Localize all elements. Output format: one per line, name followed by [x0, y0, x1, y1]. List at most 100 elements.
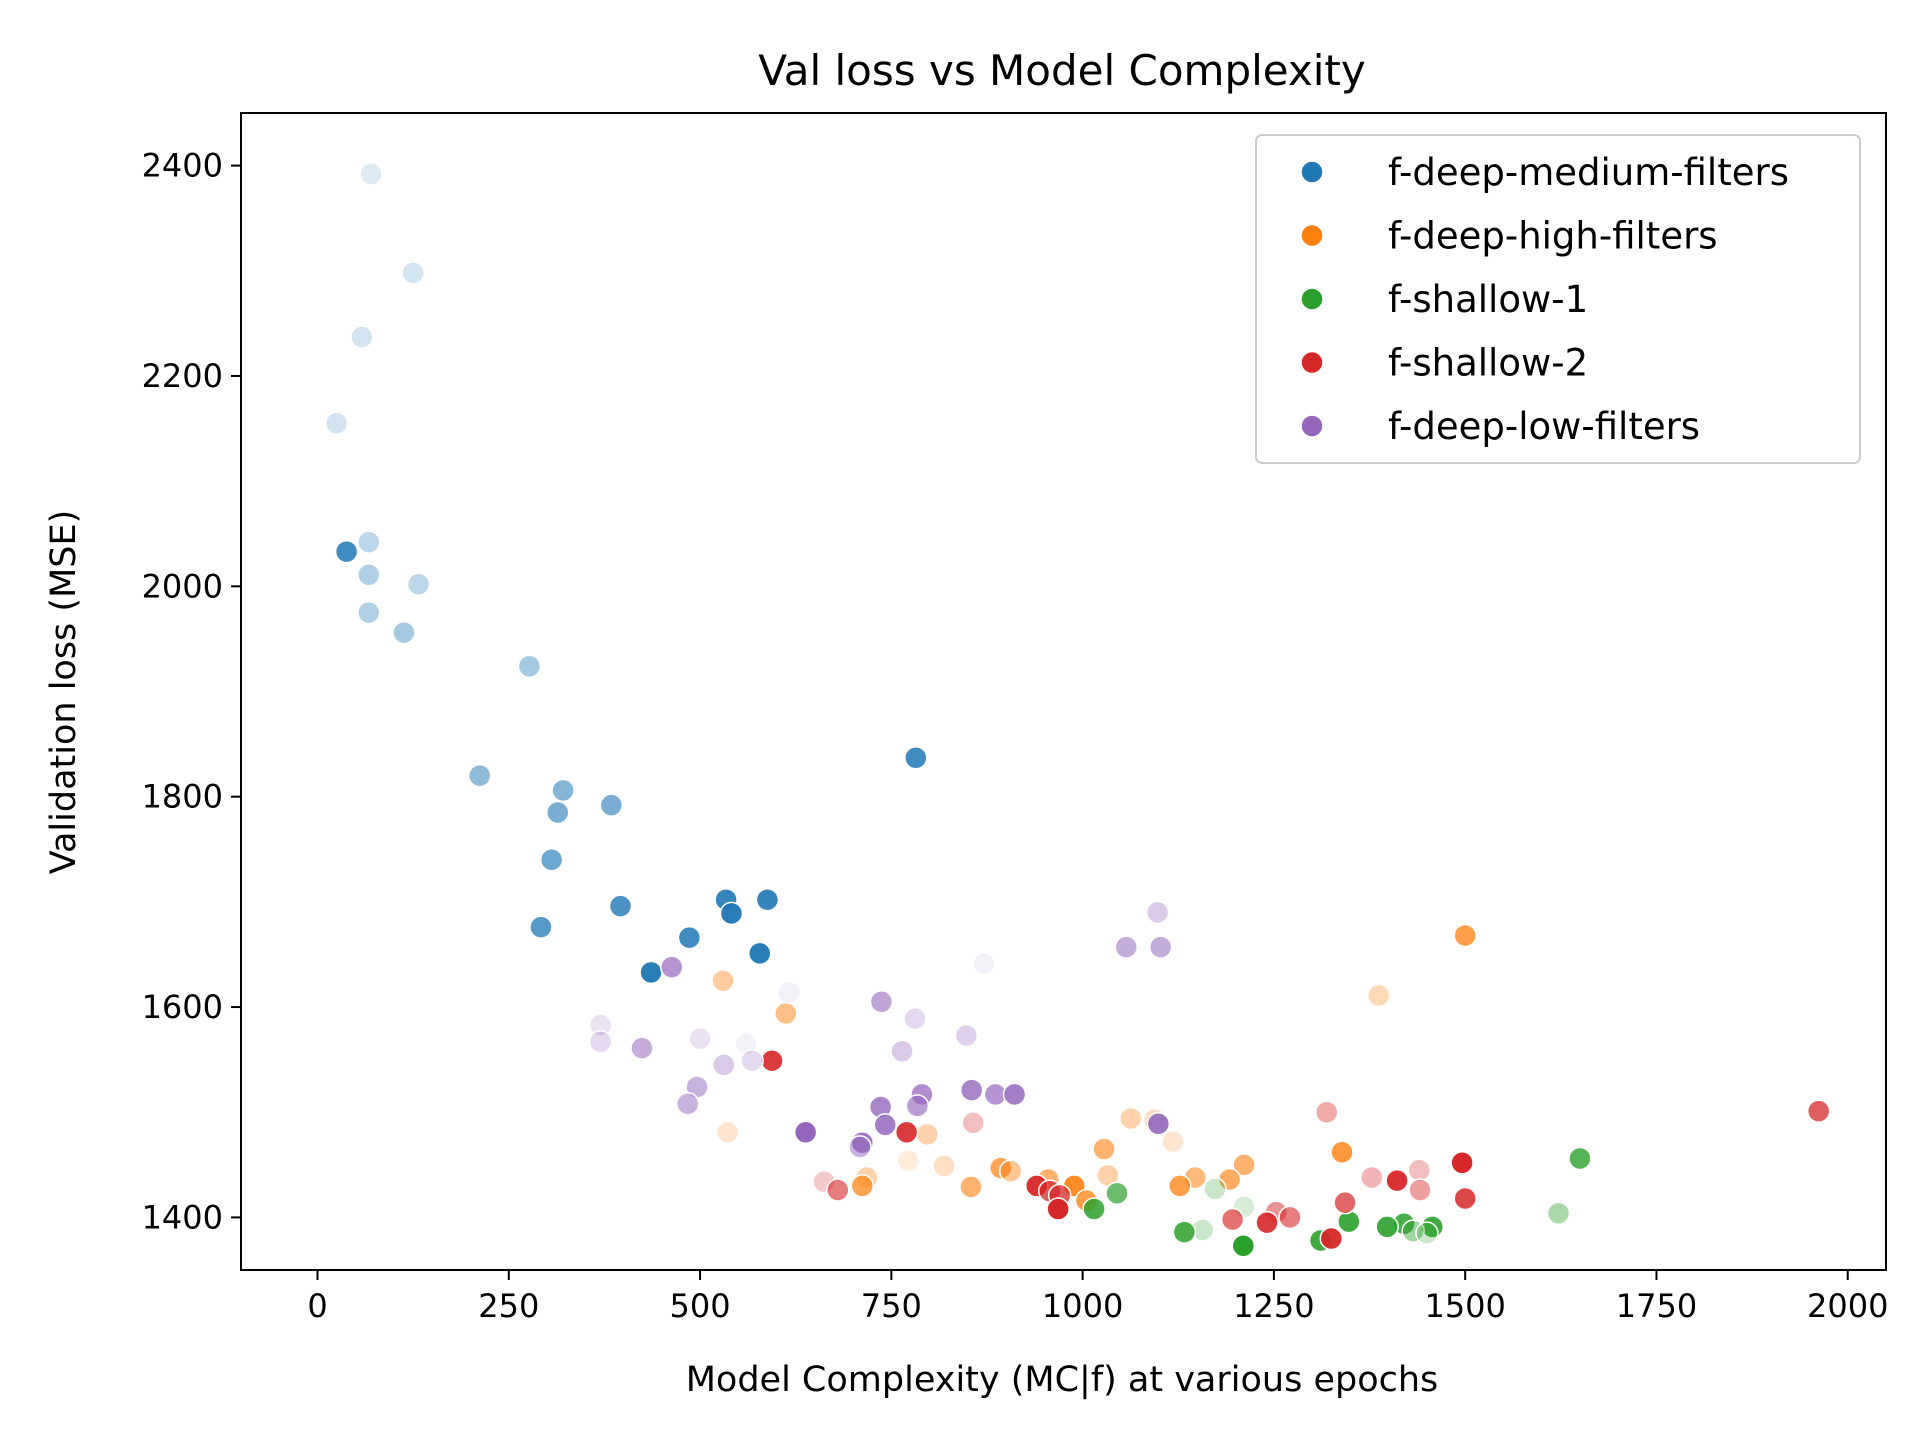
data-point: [740, 1048, 764, 1073]
data-point: [1231, 1234, 1256, 1258]
y-tick-label: 1400: [142, 1198, 223, 1236]
data-point: [793, 1120, 818, 1144]
data-point: [1092, 1137, 1116, 1161]
x-tick-label: 0: [307, 1287, 327, 1325]
data-point: [357, 562, 381, 587]
data-point: [712, 1053, 736, 1077]
data-point: [894, 1120, 919, 1144]
data-point: [905, 1094, 930, 1118]
data-point: [588, 1030, 613, 1054]
data-point: [599, 793, 624, 817]
y-tick-label: 2000: [142, 567, 223, 605]
chart-title: Val loss vs Model Complexity: [758, 46, 1365, 95]
data-point: [1145, 900, 1170, 925]
data-point: [1172, 1220, 1197, 1244]
data-point: [1255, 1210, 1279, 1235]
data-point: [777, 980, 801, 1005]
data-point: [1220, 1207, 1245, 1232]
data-point: [357, 600, 381, 625]
data-point: [1546, 1201, 1571, 1225]
data-point: [677, 925, 702, 950]
data-point: [401, 261, 425, 285]
y-tick-label: 1600: [142, 988, 223, 1026]
plot-points: [324, 162, 1831, 1258]
data-point: [529, 915, 553, 939]
data-point: [1314, 1100, 1339, 1124]
data-point: [896, 1148, 920, 1173]
legend-label: f-deep-low-filters: [1388, 405, 1700, 448]
legend-marker: [1300, 350, 1324, 375]
data-point: [998, 1159, 1023, 1183]
series-f-deep-high-filters: [711, 923, 1477, 1213]
data-point: [1046, 1197, 1070, 1221]
data-point: [890, 1039, 914, 1063]
data-point: [1217, 1167, 1242, 1192]
data-point: [903, 1006, 927, 1031]
x-tick-label: 1000: [1042, 1287, 1123, 1325]
data-point: [688, 1026, 712, 1051]
y-axis-ticks: 1400 1600 1800 2000 2200 2400: [142, 147, 241, 1236]
data-point: [959, 1175, 983, 1199]
legend: f-deep-medium-filters f-deep-high-filters…: [1255, 134, 1861, 464]
data-point: [1568, 1146, 1592, 1171]
data-point: [639, 960, 663, 985]
data-point: [774, 1001, 798, 1026]
data-point: [350, 325, 374, 349]
data-point: [1319, 1226, 1344, 1251]
series-f-shallow-1: [1082, 1146, 1592, 1258]
data-point: [873, 1113, 897, 1137]
data-point: [1360, 1165, 1384, 1190]
x-axis-ticks: 0 250 500 750 1000 1250 1500 1750 2000: [307, 1270, 1888, 1325]
data-point: [1385, 1168, 1409, 1193]
data-point: [1002, 1082, 1027, 1107]
x-tick-label: 500: [670, 1287, 731, 1325]
data-point: [1203, 1177, 1227, 1201]
legend-label: f-deep-medium-filters: [1388, 151, 1789, 194]
data-point: [588, 1013, 613, 1037]
x-tick-label: 250: [478, 1287, 539, 1325]
data-point: [1337, 1209, 1361, 1234]
data-point: [1119, 1106, 1143, 1131]
data-point: [1232, 1153, 1256, 1177]
series-f-deep-medium-filters: [324, 162, 928, 985]
y-axis-label: Validation loss (MSE): [44, 510, 84, 875]
data-point: [1114, 935, 1138, 959]
legend-marker: [1300, 223, 1324, 248]
legend-label: f-shallow-1: [1388, 278, 1588, 321]
data-point: [1278, 1205, 1302, 1230]
data-point: [1168, 1174, 1192, 1198]
data-point: [1366, 983, 1391, 1008]
data-point: [1407, 1158, 1432, 1182]
data-point: [959, 1078, 984, 1102]
data-point: [1161, 1129, 1185, 1154]
data-point: [711, 969, 735, 993]
legend-label: f-shallow-2: [1388, 342, 1588, 385]
data-point: [1453, 923, 1477, 948]
data-point: [1082, 1197, 1106, 1221]
data-point: [826, 1178, 850, 1202]
data-point: [1408, 1178, 1432, 1202]
data-point: [961, 1110, 985, 1135]
legend-box: [1255, 134, 1861, 464]
legend-marker: [1300, 414, 1324, 438]
data-point: [676, 1092, 700, 1116]
data-point: [760, 1048, 784, 1073]
data-point: [324, 411, 349, 436]
data-point: [660, 955, 684, 979]
data-point: [406, 572, 431, 596]
data-point: [932, 1154, 956, 1178]
data-point: [1375, 1215, 1399, 1239]
data-point: [848, 1135, 872, 1159]
x-tick-label: 2000: [1807, 1287, 1888, 1325]
data-point: [357, 530, 381, 554]
data-point: [359, 162, 383, 186]
x-tick-label: 1250: [1233, 1287, 1314, 1325]
data-point: [904, 746, 928, 770]
data-point: [551, 778, 575, 803]
legend-marker: [1300, 160, 1324, 184]
data-point: [392, 620, 416, 645]
x-tick-label: 750: [861, 1287, 922, 1325]
data-point: [715, 1120, 740, 1144]
series-f-shallow-2: [760, 1048, 1831, 1251]
